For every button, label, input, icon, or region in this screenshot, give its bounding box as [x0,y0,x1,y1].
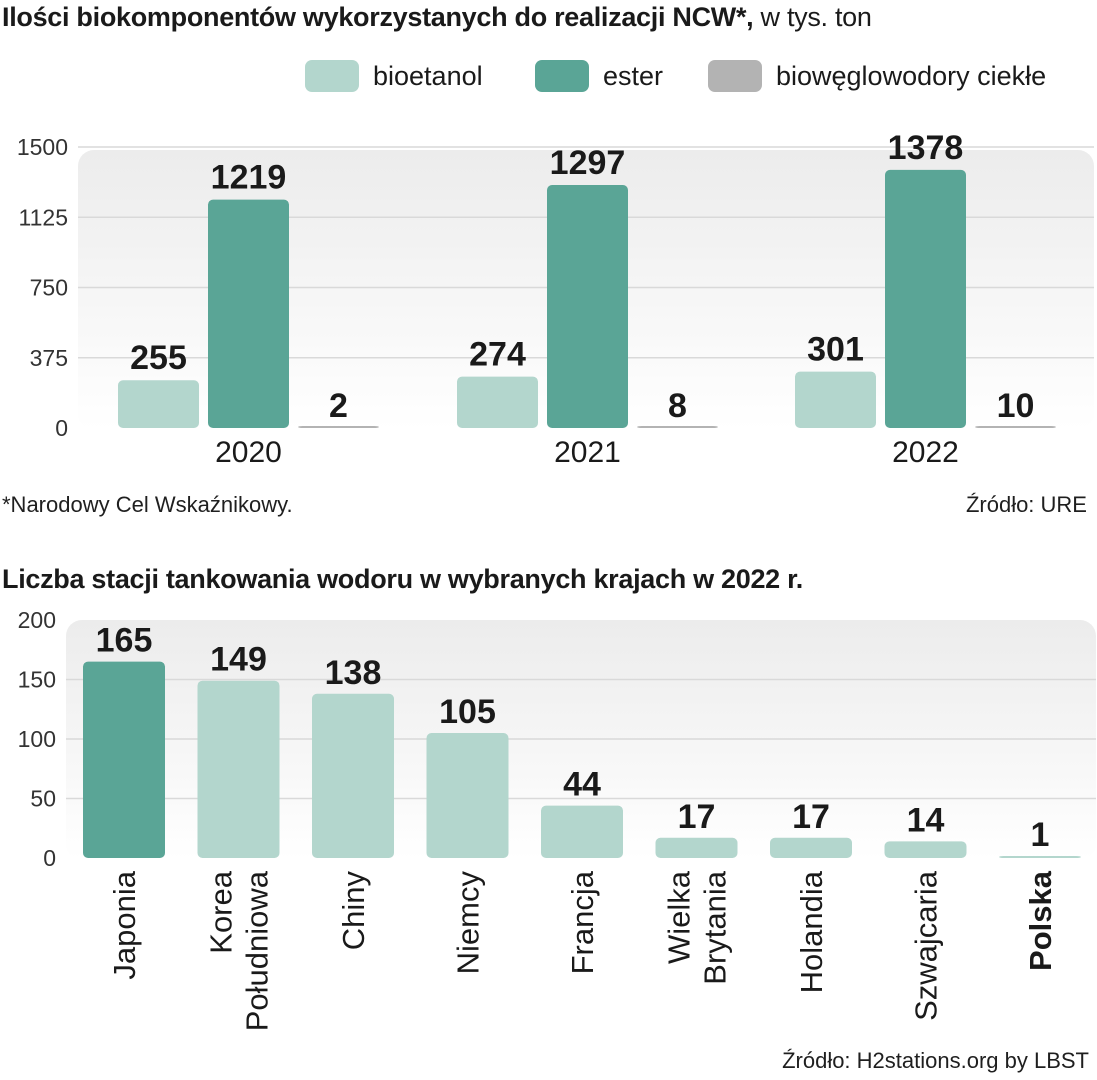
footnote: *Narodowy Cel Wskaźnikowy. [2,492,293,517]
chart2-category-label-wielka-brytania: Wielka Brytania [662,870,733,984]
chart1-bar-bioetanol-2021 [457,376,538,428]
chart2-bar-holandia [770,837,852,858]
source-ure: Źródło: URE [965,492,1087,517]
chart1-bar-ester-2020 [208,199,289,428]
chart1-bar-ester-2022 [885,169,966,428]
chart2-bar-szwajcaria [884,841,967,858]
chart2-category-label-chiny: Chiny [336,871,371,951]
chart1-ytick-label: 750 [30,275,68,301]
chart2-bar-japonia [83,661,165,858]
chart2-category-text: Holandia [794,870,829,993]
chart1-bar-bioweglowodory-ciekle-2021 [637,426,718,428]
chart2-category-text: Szwajcaria [909,870,944,1021]
chart1-biocomponents: 0 375 750 1125 1500 255 1219 2 274 1297 8 301 1378 1… [17,130,1094,469]
legend-swatch-bioetanol [305,60,359,92]
chart2-data-label: 138 [325,654,382,692]
chart1-category-label: 2020 [215,436,282,469]
legend-item-ester: ester [535,58,663,94]
chart1-data-label: 1297 [550,144,626,182]
chart1-ytick-label: 0 [55,415,68,441]
legend-swatch-bioweglowodory [708,60,762,92]
chart2-category-text: Japonia [107,870,142,979]
chart1-ytick-label: 1125 [19,204,68,230]
chart1-bar-bioweglowodory-ciekle-2022 [975,426,1056,428]
source-h2stations: Źródło: H2stations.org by LBST [782,1048,1089,1073]
legend-label-bioetanol: bioetanol [373,60,483,91]
chart2-title: Liczba stacji tankowania wodoru w wybran… [2,564,803,594]
chart1-category-label: 2021 [554,436,621,469]
chart1-title-unit: w tys. ton [753,2,872,32]
chart2-category-label-niemcy: Niemcy [451,871,486,975]
chart2-ytick-label: 200 [18,607,56,633]
chart2-category-label-polska: Polska [1023,870,1058,971]
chart2-data-label: 1 [1031,816,1050,854]
chart2-data-label: 165 [96,622,153,660]
legend-swatch-ester [535,60,589,92]
chart1-title: Ilości biokomponentów wykorzystanych do … [2,2,872,33]
chart2-category-label-holandia: Holandia [794,870,829,993]
chart2-ytick-label: 100 [18,726,56,752]
chart2-category-text: Brytania [698,870,733,984]
chart2-category-text: Wielka [662,870,697,964]
chart1-data-label: 255 [130,339,187,377]
chart2-category-label-szwajcaria: Szwajcaria [909,870,944,1021]
chart2-ytick-label: 150 [18,667,56,693]
chart2-category-label-japonia: Japonia [107,870,142,979]
chart2-data-label: 17 [792,798,830,836]
chart2-category-label-korea-poludniowa: Korea Południowa [204,870,275,1031]
legend-item-bioetanol: bioetanol [305,58,483,94]
chart2-ytick-label: 0 [43,845,56,871]
chart2-category-text: Niemcy [451,871,486,975]
chart1-bar-bioetanol-2020 [118,380,199,428]
chart2-bar-polska [999,856,1081,858]
chart2-category-text: Południowa [240,870,275,1031]
chart2-category-label-francja: Francja [565,870,600,974]
chart1-data-label: 301 [807,331,864,369]
chart1-ytick-label: 375 [30,345,68,371]
chart2-bar-francja [541,805,623,858]
chart1-category-label: 2022 [892,436,959,469]
chart2-data-label: 105 [439,693,496,731]
chart1-data-label: 10 [997,387,1035,425]
chart1-title-main: Ilości biokomponentów wykorzystanych do … [2,2,754,32]
legend-item-bioweglowodory: biowęglowodory ciekłe [708,58,1046,94]
chart2-bar-wielka-brytania [655,837,738,858]
chart2-bar-korea-poludniowa [197,680,280,858]
chart2-category-text: Polska [1023,870,1058,971]
chart2-category-text: Francja [565,870,600,974]
chart1-bar-bioetanol-2022 [795,371,876,428]
chart1-bar-bioweglowodory-ciekle-2020 [298,426,379,428]
chart1-bar-ester-2021 [547,185,628,428]
chart2-bar-niemcy [426,733,509,858]
chart1-data-label: 1219 [211,159,287,197]
chart1-data-label: 8 [668,387,687,425]
chart2-data-label: 44 [563,766,601,804]
chart1-data-label: 274 [469,336,526,374]
chart2-ytick-label: 50 [30,786,56,812]
chart2-data-label: 14 [907,801,945,839]
chart2-data-label: 149 [210,641,267,679]
chart1-ytick-label: 1500 [17,134,68,160]
legend-label-bioweglowodory: biowęglowodory ciekłe [776,60,1047,91]
chart2-category-text: Korea [204,870,239,953]
legend-label-ester: ester [603,60,664,91]
chart2-data-label: 17 [678,798,716,836]
chart2-bar-chiny [312,693,394,858]
chart2-category-text: Chiny [336,871,371,951]
chart2-hydrogen-stations: 0 50 100 150 200 165 149 138 105 44 17 17 14 1 Japon… [18,607,1096,1031]
chart1-data-label: 1378 [888,130,964,167]
chart1-data-label: 2 [329,387,348,425]
